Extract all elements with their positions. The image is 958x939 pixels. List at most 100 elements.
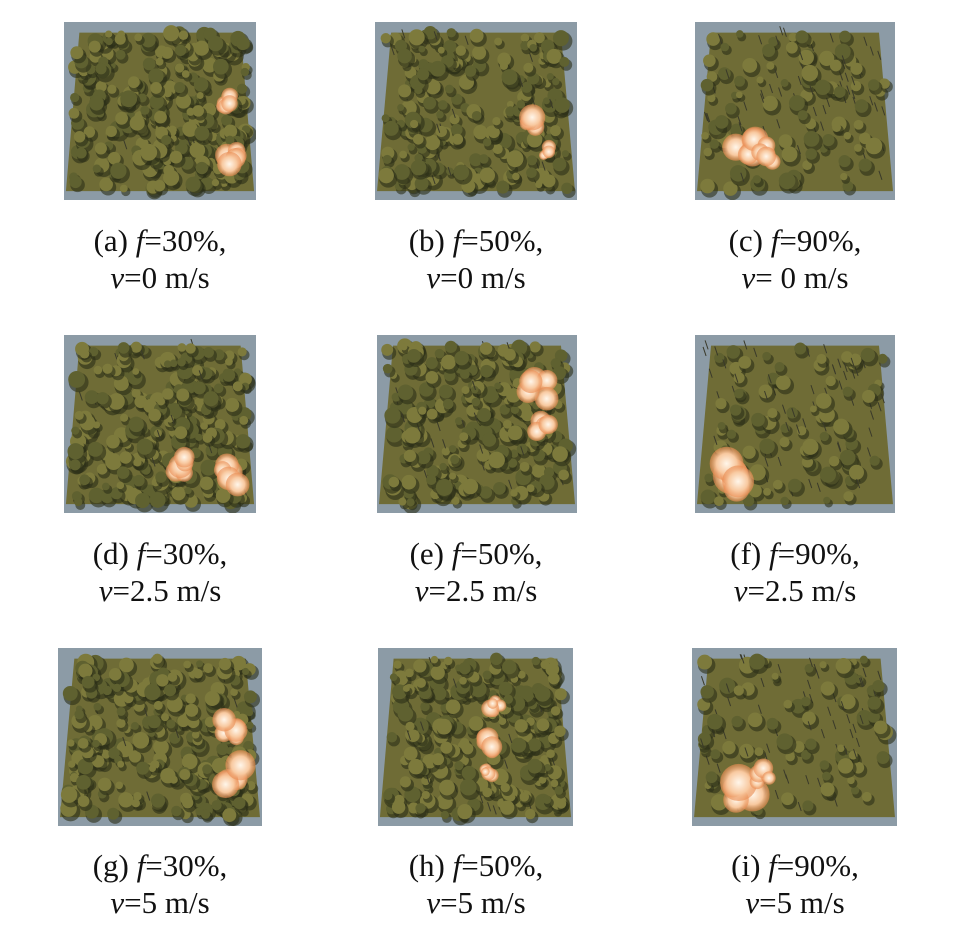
trunk xyxy=(859,714,864,725)
tree xyxy=(482,670,492,680)
tree xyxy=(385,426,403,443)
tree xyxy=(762,44,776,58)
tree xyxy=(161,134,172,146)
tree xyxy=(544,764,552,771)
trunk xyxy=(753,347,758,357)
tree xyxy=(77,737,89,749)
trunk xyxy=(855,737,860,748)
tree xyxy=(778,172,796,190)
caption-line: (c) f=90%, xyxy=(635,222,955,259)
trunk xyxy=(838,380,843,390)
tree xyxy=(429,60,446,77)
tree xyxy=(855,675,864,684)
tree xyxy=(414,153,423,163)
tree xyxy=(132,731,150,749)
tree xyxy=(425,79,441,95)
tree xyxy=(60,786,78,803)
tree xyxy=(840,172,848,181)
tree xyxy=(423,96,437,110)
fire xyxy=(481,767,490,776)
trunk xyxy=(774,789,779,800)
trunk xyxy=(782,27,787,37)
tree xyxy=(239,415,249,425)
tree xyxy=(237,347,247,357)
tree xyxy=(437,100,448,110)
tree xyxy=(177,357,186,367)
tree xyxy=(825,375,836,387)
tree xyxy=(398,84,412,98)
tree xyxy=(212,58,229,75)
tree xyxy=(511,737,527,753)
tree xyxy=(179,769,191,780)
trunk xyxy=(880,393,885,404)
tree xyxy=(403,746,418,761)
fire xyxy=(762,771,776,785)
tree xyxy=(181,753,198,770)
tree xyxy=(79,348,90,359)
tree xyxy=(862,389,876,403)
tree xyxy=(108,393,125,410)
tree xyxy=(794,342,807,355)
caption-text: (g) xyxy=(92,848,129,883)
tree xyxy=(142,57,156,71)
trunk xyxy=(706,112,711,123)
tree xyxy=(860,347,876,363)
caption: (f) f=90%, v=2.5 m/s xyxy=(635,535,955,609)
tree xyxy=(171,486,186,501)
tree xyxy=(490,652,503,666)
caption-text: (a) xyxy=(93,223,128,258)
tree xyxy=(714,115,729,129)
trunk xyxy=(808,478,813,489)
tree xyxy=(127,76,140,89)
trunk xyxy=(508,479,513,489)
tree xyxy=(184,487,192,495)
tree xyxy=(722,740,736,755)
tree xyxy=(157,397,166,406)
tree xyxy=(435,478,453,496)
tree xyxy=(140,32,156,48)
tree xyxy=(542,174,556,188)
trunk xyxy=(799,50,804,61)
tree xyxy=(430,665,445,680)
tree xyxy=(709,139,720,149)
tree xyxy=(867,79,880,91)
trunk xyxy=(725,683,730,693)
caption-text: (f) xyxy=(730,536,762,571)
trunk xyxy=(849,728,854,739)
caption-line: v=5 m/s xyxy=(635,884,955,921)
tree xyxy=(133,458,142,467)
trunk xyxy=(844,72,849,82)
tree xyxy=(499,61,509,70)
caption-text: v xyxy=(733,573,748,608)
tree xyxy=(520,33,530,43)
tree xyxy=(507,458,518,468)
trunk xyxy=(430,438,435,448)
tree xyxy=(775,375,791,391)
tree xyxy=(416,450,431,465)
tree xyxy=(454,417,463,426)
caption-text: =0 m/s xyxy=(124,260,210,295)
tree xyxy=(107,807,120,820)
tree xyxy=(207,35,224,52)
tree xyxy=(762,95,778,112)
tree xyxy=(468,716,484,731)
trunk xyxy=(850,396,855,406)
tree xyxy=(426,408,438,420)
tree xyxy=(402,685,410,692)
trunk xyxy=(233,698,238,708)
tree xyxy=(820,782,835,797)
trunk xyxy=(808,657,813,667)
tree xyxy=(464,65,477,77)
tree xyxy=(412,133,424,145)
tree xyxy=(440,741,453,754)
caption: (g) f=30%, v=5 m/s xyxy=(0,847,320,921)
trunk xyxy=(452,678,457,688)
tree xyxy=(421,790,430,800)
tree xyxy=(838,155,851,168)
tree xyxy=(195,433,203,442)
tree xyxy=(231,655,247,671)
tree xyxy=(132,368,140,375)
tree xyxy=(461,742,474,755)
tree xyxy=(225,357,233,366)
tree xyxy=(476,448,490,462)
